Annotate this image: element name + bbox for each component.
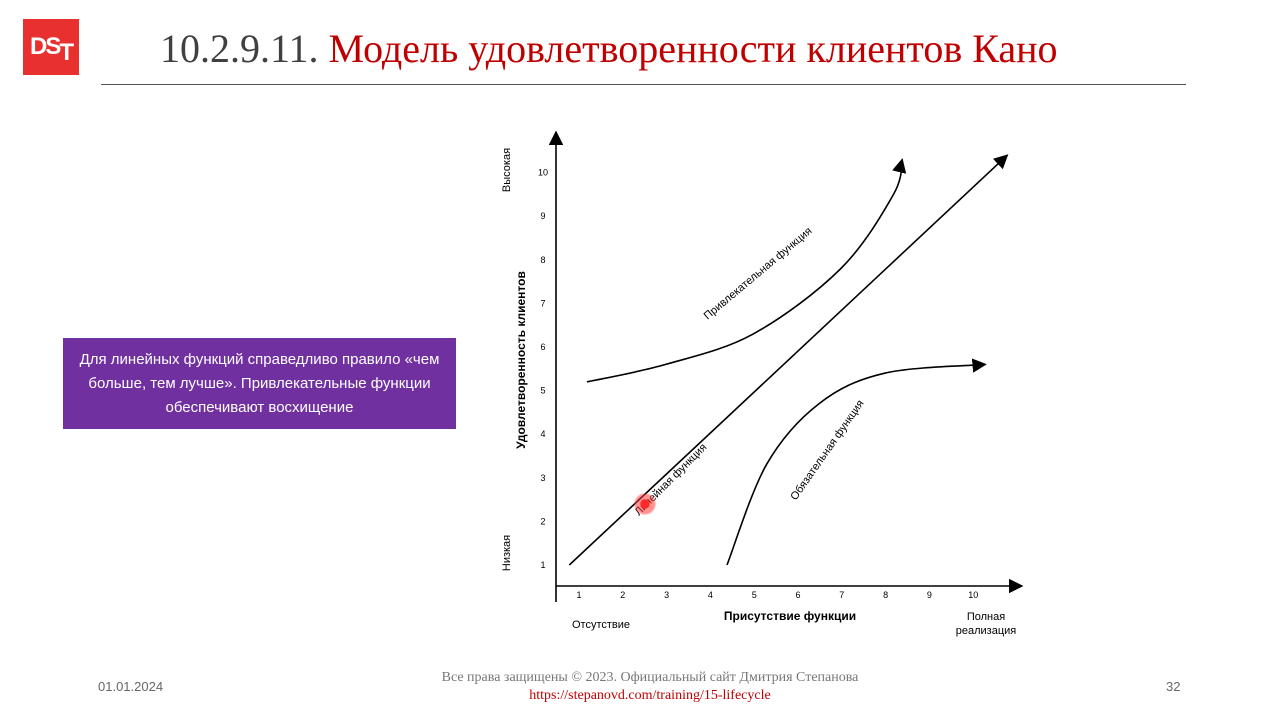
y-tick-label: 3 — [540, 473, 545, 483]
y-axis-low-label: Низкая — [501, 535, 513, 571]
y-tick-label: 7 — [540, 298, 545, 308]
x-tick-label: 4 — [708, 590, 713, 600]
callout-box: Для линейных функций справедливо правило… — [63, 338, 456, 429]
y-axis-high-label: Высокая — [501, 148, 513, 192]
kano-chart: 1 2 3 4 5 6 7 8 9 10 1 2 3 4 5 6 7 8 9 10 Присутствие функ… — [501, 130, 1024, 637]
x-tick-label: 1 — [576, 590, 581, 600]
x-axis-right-label-2: реализация — [956, 625, 1017, 637]
slide-heading: Модель удовлетворенности клиентов Кано — [328, 26, 1058, 71]
page-number: 32 — [1166, 679, 1181, 694]
y-tick-label: 1 — [540, 560, 545, 570]
series-label-mandatory: Обязательная функция — [788, 398, 866, 503]
x-tick-label: 5 — [752, 590, 757, 600]
callout-text: Для линейных функций справедливо правило… — [79, 350, 440, 416]
slide-title: 10.2.9.11. Модель удовлетворенности клие… — [160, 24, 1058, 74]
pointer-highlight — [634, 493, 656, 515]
y-tick-label: 4 — [540, 429, 545, 439]
y-tick-label: 8 — [540, 255, 545, 265]
y-tick-label: 9 — [540, 211, 545, 221]
y-tick-label: 6 — [540, 342, 545, 352]
footer-copyright-text: Все права защищены © 2023. Официальный с… — [441, 670, 859, 685]
x-tick-label: 10 — [968, 590, 978, 600]
series-label-attractive: Привлекательная функция — [702, 225, 815, 322]
x-tick-label: 8 — [883, 590, 888, 600]
x-tick-label: 7 — [839, 590, 844, 600]
slide-number: 10.2.9.11. — [160, 26, 319, 71]
attractive-function-curve — [586, 158, 907, 383]
footer-copyright: Все права защищены © 2023. Официальный с… — [340, 669, 960, 705]
x-tick-label: 6 — [795, 590, 800, 600]
x-tick-label: 3 — [664, 590, 669, 600]
x-axis-right-label-1: Полная — [967, 611, 1005, 623]
title-divider — [101, 84, 1186, 85]
y-tick-label: 2 — [540, 516, 545, 526]
mandatory-function-curve — [726, 358, 987, 566]
y-axis-title: Удовлетворенность клиентов — [514, 271, 528, 449]
footer-date: 01.01.2024 — [98, 679, 164, 694]
y-tick-label: 5 — [540, 386, 545, 396]
x-tick-label: 9 — [927, 590, 932, 600]
x-axis-left-label: Отсутствие — [572, 619, 630, 631]
x-tick-label: 2 — [620, 590, 625, 600]
footer-link[interactable]: https://stepanovd.com/training/15-lifecy… — [529, 688, 771, 703]
x-axis-title: Присутствие функции — [724, 609, 856, 623]
y-tick-label: 10 — [538, 168, 548, 178]
